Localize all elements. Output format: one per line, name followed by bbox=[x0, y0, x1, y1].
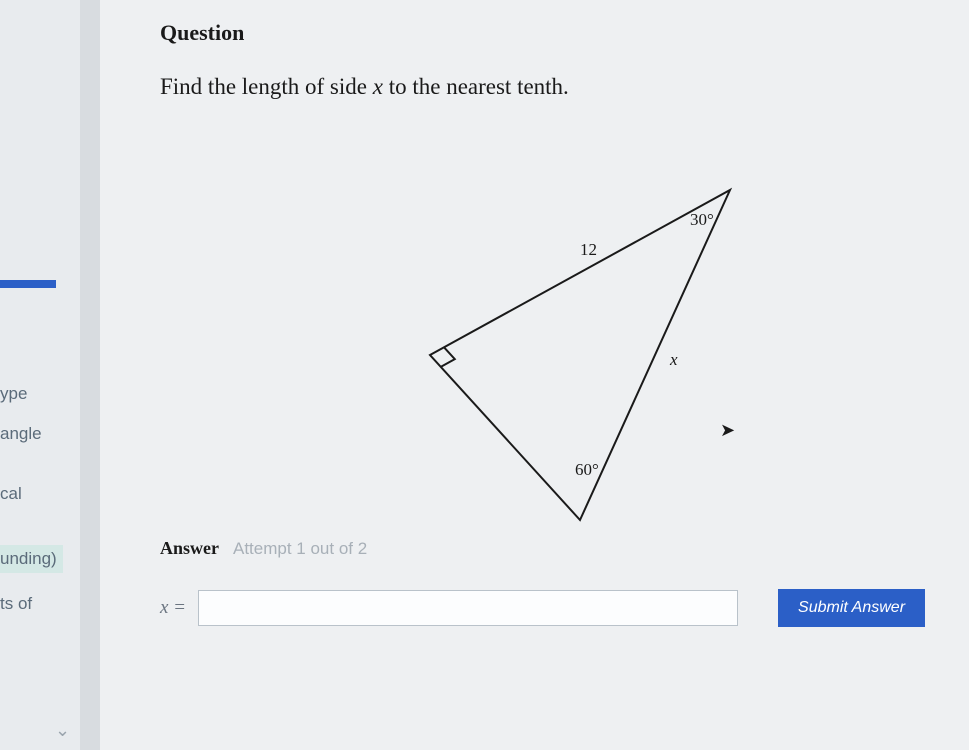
answer-section: Answer Attempt 1 out of 2 bbox=[160, 538, 929, 559]
progress-bar bbox=[0, 280, 56, 288]
question-variable: x bbox=[373, 74, 383, 99]
cursor-icon: ➤ bbox=[720, 420, 735, 441]
answer-label: Answer bbox=[160, 538, 219, 558]
answer-input[interactable] bbox=[198, 590, 738, 626]
input-row: x = Submit Answer bbox=[160, 589, 929, 627]
svg-text:12: 12 bbox=[580, 240, 597, 259]
question-suffix: to the nearest tenth. bbox=[383, 74, 569, 99]
answer-prefix: x = bbox=[160, 597, 186, 619]
svg-text:x: x bbox=[669, 350, 678, 369]
submit-button[interactable]: Submit Answer bbox=[778, 589, 925, 627]
sidebar-item-0[interactable]: ype bbox=[0, 380, 27, 408]
sidebar-item-3[interactable]: unding) bbox=[0, 545, 63, 573]
attempt-label: Attempt 1 out of 2 bbox=[233, 539, 367, 558]
question-header: Question bbox=[160, 20, 929, 46]
question-text: Find the length of side x to the nearest… bbox=[160, 74, 929, 100]
content-panel: Question Find the length of side x to th… bbox=[100, 0, 969, 750]
sidebar: ype angle cal unding) ts of bbox=[0, 0, 80, 750]
svg-text:30°: 30° bbox=[690, 210, 714, 229]
sidebar-item-2[interactable]: cal bbox=[0, 480, 22, 508]
question-prefix: Find the length of side bbox=[160, 74, 373, 99]
chevron-down-icon[interactable]: ⌄ bbox=[55, 720, 70, 741]
triangle-diagram: 12 30° 60° x ➤ bbox=[160, 140, 929, 530]
svg-text:60°: 60° bbox=[575, 460, 599, 479]
sidebar-item-1[interactable]: angle bbox=[0, 420, 42, 448]
sidebar-item-4[interactable]: ts of bbox=[0, 590, 32, 618]
